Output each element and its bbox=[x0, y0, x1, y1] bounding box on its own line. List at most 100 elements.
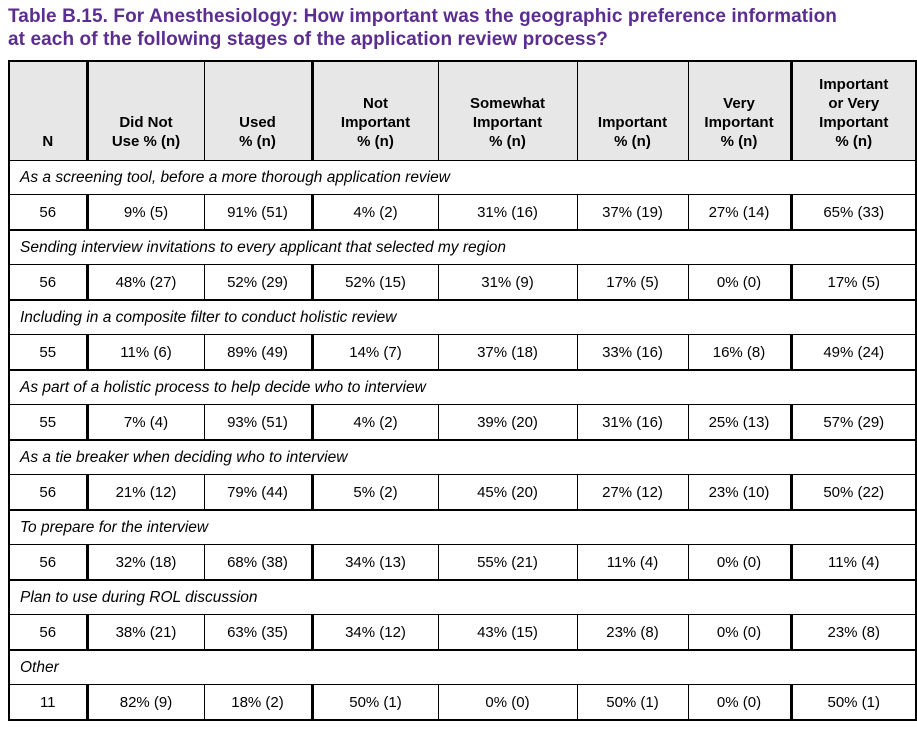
section-label: Other bbox=[8, 649, 917, 685]
value-cell: 4% (2) bbox=[310, 404, 439, 441]
value-cell: 68% (38) bbox=[203, 544, 313, 581]
value-cell: 31% (9) bbox=[437, 264, 578, 301]
section-label: As a tie breaker when deciding who to in… bbox=[8, 439, 917, 475]
value-cell: 23% (10) bbox=[687, 474, 792, 511]
column-header: Important or Very Important % (n) bbox=[789, 60, 917, 161]
column-header: Important % (n) bbox=[576, 60, 689, 161]
table-title: Table B.15. For Anesthesiology: How impo… bbox=[8, 6, 837, 50]
data-row: 55 11% (6) 89% (49) 14% (7) 37% (18) 33% (16)… bbox=[8, 334, 917, 371]
data-row: 56 21% (12) 79% (44) 5% (2) 45% (20) 27% (12)… bbox=[8, 474, 917, 511]
value-cell: 91% (51) bbox=[203, 194, 313, 231]
value-cell: 37% (19) bbox=[576, 194, 689, 231]
value-cell: 9% (5) bbox=[85, 194, 205, 231]
section-row: To prepare for the interview bbox=[8, 509, 917, 545]
value-cell: 55% (21) bbox=[437, 544, 578, 581]
value-cell: 79% (44) bbox=[203, 474, 313, 511]
value-cell: 93% (51) bbox=[203, 404, 313, 441]
n-cell: 56 bbox=[8, 264, 88, 301]
section-label: Plan to use during ROL discussion bbox=[8, 579, 917, 615]
column-header: N bbox=[8, 60, 88, 161]
value-cell: 45% (20) bbox=[437, 474, 578, 511]
value-cell: 23% (8) bbox=[576, 614, 689, 651]
section-label: As part of a holistic process to help de… bbox=[8, 369, 917, 405]
value-cell: 31% (16) bbox=[437, 194, 578, 231]
value-cell: 57% (29) bbox=[789, 404, 917, 441]
value-cell: 65% (33) bbox=[789, 194, 917, 231]
value-cell: 50% (22) bbox=[789, 474, 917, 511]
value-cell: 33% (16) bbox=[576, 334, 689, 371]
table-body: As a screening tool, before a more thoro… bbox=[8, 160, 917, 721]
data-row: 56 9% (5) 91% (51) 4% (2) 31% (16) 37% (19) 27… bbox=[8, 194, 917, 231]
value-cell: 11% (4) bbox=[576, 544, 689, 581]
value-cell: 43% (15) bbox=[437, 614, 578, 651]
value-cell: 38% (21) bbox=[85, 614, 205, 651]
value-cell: 0% (0) bbox=[437, 684, 578, 721]
section-label: Sending interview invitations to every a… bbox=[8, 229, 917, 265]
value-cell: 50% (1) bbox=[576, 684, 689, 721]
value-cell: 4% (2) bbox=[310, 194, 439, 231]
value-cell: 16% (8) bbox=[687, 334, 792, 371]
n-cell: 56 bbox=[8, 474, 88, 511]
value-cell: 37% (18) bbox=[437, 334, 578, 371]
data-row: 56 38% (21) 63% (35) 34% (12) 43% (15) 23% (8… bbox=[8, 614, 917, 651]
section-label: Including in a composite filter to condu… bbox=[8, 299, 917, 335]
value-cell: 34% (13) bbox=[310, 544, 439, 581]
value-cell: 0% (0) bbox=[687, 544, 792, 581]
n-cell: 56 bbox=[8, 614, 88, 651]
column-header: Somewhat Important % (n) bbox=[437, 60, 578, 161]
value-cell: 0% (0) bbox=[687, 264, 792, 301]
value-cell: 34% (12) bbox=[310, 614, 439, 651]
survey-table: N Did Not Use % (n) Used % (n) Not Importan… bbox=[8, 60, 917, 721]
n-cell: 56 bbox=[8, 194, 88, 231]
column-header: Used % (n) bbox=[203, 60, 313, 161]
column-header: Not Important % (n) bbox=[310, 60, 439, 161]
value-cell: 39% (20) bbox=[437, 404, 578, 441]
data-row: 11 82% (9) 18% (2) 50% (1) 0% (0) 50% (1) 0% (… bbox=[8, 684, 917, 721]
value-cell: 17% (5) bbox=[789, 264, 917, 301]
value-cell: 52% (15) bbox=[310, 264, 439, 301]
value-cell: 7% (4) bbox=[85, 404, 205, 441]
section-row: As a screening tool, before a more thoro… bbox=[8, 160, 917, 195]
section-label: To prepare for the interview bbox=[8, 509, 917, 545]
value-cell: 0% (0) bbox=[687, 614, 792, 651]
section-row: As a tie breaker when deciding who to in… bbox=[8, 439, 917, 475]
value-cell: 27% (12) bbox=[576, 474, 689, 511]
section-row: Plan to use during ROL discussion bbox=[8, 579, 917, 615]
column-header: Did Not Use % (n) bbox=[85, 60, 205, 161]
value-cell: 25% (13) bbox=[687, 404, 792, 441]
section-row: Including in a composite filter to condu… bbox=[8, 299, 917, 335]
data-row: 55 7% (4) 93% (51) 4% (2) 39% (20) 31% (16) 25… bbox=[8, 404, 917, 441]
value-cell: 5% (2) bbox=[310, 474, 439, 511]
value-cell: 11% (6) bbox=[85, 334, 205, 371]
value-cell: 52% (29) bbox=[203, 264, 313, 301]
section-label: As a screening tool, before a more thoro… bbox=[8, 160, 917, 195]
value-cell: 18% (2) bbox=[203, 684, 313, 721]
n-cell: 55 bbox=[8, 334, 88, 371]
value-cell: 27% (14) bbox=[687, 194, 792, 231]
value-cell: 21% (12) bbox=[85, 474, 205, 511]
value-cell: 23% (8) bbox=[789, 614, 917, 651]
value-cell: 89% (49) bbox=[203, 334, 313, 371]
value-cell: 14% (7) bbox=[310, 334, 439, 371]
value-cell: 82% (9) bbox=[85, 684, 205, 721]
value-cell: 11% (4) bbox=[789, 544, 917, 581]
header-row: N Did Not Use % (n) Used % (n) Not Importan… bbox=[8, 60, 917, 161]
n-cell: 55 bbox=[8, 404, 88, 441]
data-row: 56 48% (27) 52% (29) 52% (15) 31% (9) 17% (5)… bbox=[8, 264, 917, 301]
value-cell: 17% (5) bbox=[576, 264, 689, 301]
n-cell: 56 bbox=[8, 544, 88, 581]
value-cell: 63% (35) bbox=[203, 614, 313, 651]
column-header: Very Important % (n) bbox=[687, 60, 792, 161]
data-row: 56 32% (18) 68% (38) 34% (13) 55% (21) 11% (4… bbox=[8, 544, 917, 581]
value-cell: 0% (0) bbox=[687, 684, 792, 721]
section-row: Other bbox=[8, 649, 917, 685]
value-cell: 48% (27) bbox=[85, 264, 205, 301]
value-cell: 31% (16) bbox=[576, 404, 689, 441]
section-row: Sending interview invitations to every a… bbox=[8, 229, 917, 265]
value-cell: 50% (1) bbox=[789, 684, 917, 721]
value-cell: 32% (18) bbox=[85, 544, 205, 581]
n-cell: 11 bbox=[8, 684, 88, 721]
value-cell: 50% (1) bbox=[310, 684, 439, 721]
value-cell: 49% (24) bbox=[789, 334, 917, 371]
